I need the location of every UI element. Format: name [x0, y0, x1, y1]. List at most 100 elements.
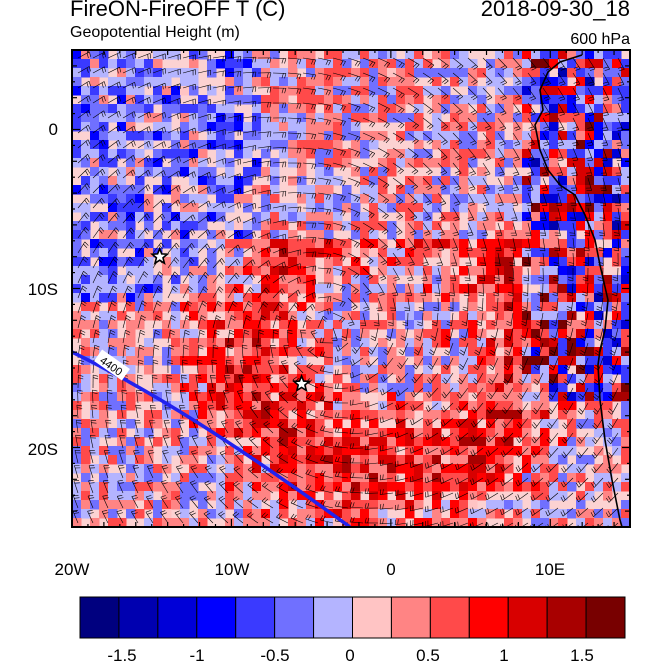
- shading-cell: [261, 491, 271, 501]
- shading-cell: [369, 140, 379, 150]
- wind-barb: [317, 102, 332, 111]
- shading-cell: [81, 158, 91, 168]
- wind-barb: [437, 102, 449, 115]
- wind-barb: [496, 207, 504, 222]
- shading-cell: [450, 185, 460, 195]
- wind-barb: [107, 241, 119, 254]
- shading-cell: [270, 500, 280, 510]
- shading-cell: [594, 86, 604, 96]
- shading-cell: [603, 437, 613, 447]
- shading-cell: [450, 284, 460, 294]
- shading-cell: [576, 248, 586, 258]
- shading-cell: [225, 311, 235, 321]
- shading-cell: [189, 203, 199, 213]
- shading-cell: [198, 383, 208, 393]
- shading-cell: [450, 149, 460, 159]
- shading-cell: [594, 212, 604, 222]
- shading-cell: [477, 248, 487, 258]
- shading-cell: [234, 68, 244, 78]
- shading-cell: [558, 203, 568, 213]
- shading-cell: [252, 185, 262, 195]
- wind-barb: [137, 82, 152, 89]
- shading-cell: [315, 176, 325, 186]
- shading-cell: [594, 284, 604, 294]
- wind-barb: [272, 233, 286, 241]
- shading-cell: [585, 401, 595, 411]
- shading-cell: [504, 347, 514, 357]
- lat-tick-label: 0: [48, 120, 58, 139]
- wind-barb: [598, 237, 605, 252]
- wind-barb: [407, 87, 420, 99]
- shading-cell: [486, 437, 496, 447]
- shading-cell: [153, 419, 163, 429]
- shading-cell: [441, 293, 451, 303]
- shading-cell: [567, 257, 577, 267]
- wind-barb: [586, 147, 593, 162]
- wind-barb: [242, 115, 257, 122]
- shading-cell: [594, 311, 604, 321]
- shading-cell: [153, 158, 163, 168]
- shading-cell: [504, 113, 514, 123]
- wind-barb: [452, 207, 460, 221]
- shading-cell: [468, 374, 478, 384]
- shading-cell: [450, 203, 460, 213]
- shading-cell: [621, 86, 630, 96]
- shading-cell: [72, 311, 82, 321]
- shading-cell: [558, 221, 568, 231]
- shading-cell: [162, 239, 172, 249]
- shading-cell: [207, 230, 217, 240]
- shading-cell: [171, 221, 181, 231]
- shading-cell: [459, 401, 469, 411]
- shading-cell: [504, 212, 514, 222]
- shading-cell: [450, 392, 460, 402]
- shading-cell: [90, 176, 100, 186]
- shading-cell: [414, 293, 424, 303]
- shading-cell: [342, 194, 352, 204]
- wind-barb: [257, 72, 272, 78]
- shading-cell: [531, 221, 541, 231]
- shading-cell: [279, 131, 289, 141]
- shading-cell: [360, 509, 370, 519]
- shading-cell: [405, 347, 415, 357]
- shading-cell: [288, 212, 298, 222]
- shading-cell: [243, 311, 253, 321]
- shading-cell: [81, 482, 91, 492]
- shading-cell: [144, 248, 154, 258]
- shading-cell: [117, 383, 127, 393]
- shading-cell: [477, 113, 487, 123]
- shading-cell: [144, 419, 154, 429]
- shading-cell: [522, 77, 532, 87]
- shading-cell: [108, 176, 118, 186]
- shading-cell: [333, 248, 343, 258]
- wind-barb: [272, 102, 287, 109]
- shading-cell: [396, 437, 406, 447]
- shading-cell: [459, 419, 469, 429]
- shading-cell: [108, 59, 118, 69]
- wind-barb: [482, 177, 490, 191]
- shading-cell: [162, 320, 172, 330]
- shading-cell: [324, 473, 334, 483]
- wind-barb: [212, 186, 226, 194]
- shading-cell: [252, 473, 262, 483]
- wind-barb: [77, 154, 91, 164]
- shading-cell: [198, 518, 208, 527]
- shading-cell: [540, 95, 550, 105]
- shading-cell: [567, 212, 577, 222]
- shading-cell: [432, 518, 442, 527]
- shading-cell: [432, 473, 442, 483]
- shading-cell: [468, 194, 478, 204]
- shading-cell: [126, 509, 136, 519]
- shading-cell: [414, 194, 424, 204]
- wind-barb: [482, 192, 490, 206]
- shading-cell: [189, 518, 199, 527]
- shading-cell: [342, 131, 352, 141]
- shading-cell: [531, 356, 541, 366]
- shading-cell: [162, 176, 172, 186]
- shading-cell: [342, 347, 352, 357]
- shading-cell: [171, 428, 181, 438]
- shading-cell: [576, 437, 586, 447]
- shading-cell: [549, 329, 559, 339]
- shading-cell: [468, 500, 478, 510]
- shading-cell: [423, 176, 433, 186]
- shading-cell: [567, 482, 577, 492]
